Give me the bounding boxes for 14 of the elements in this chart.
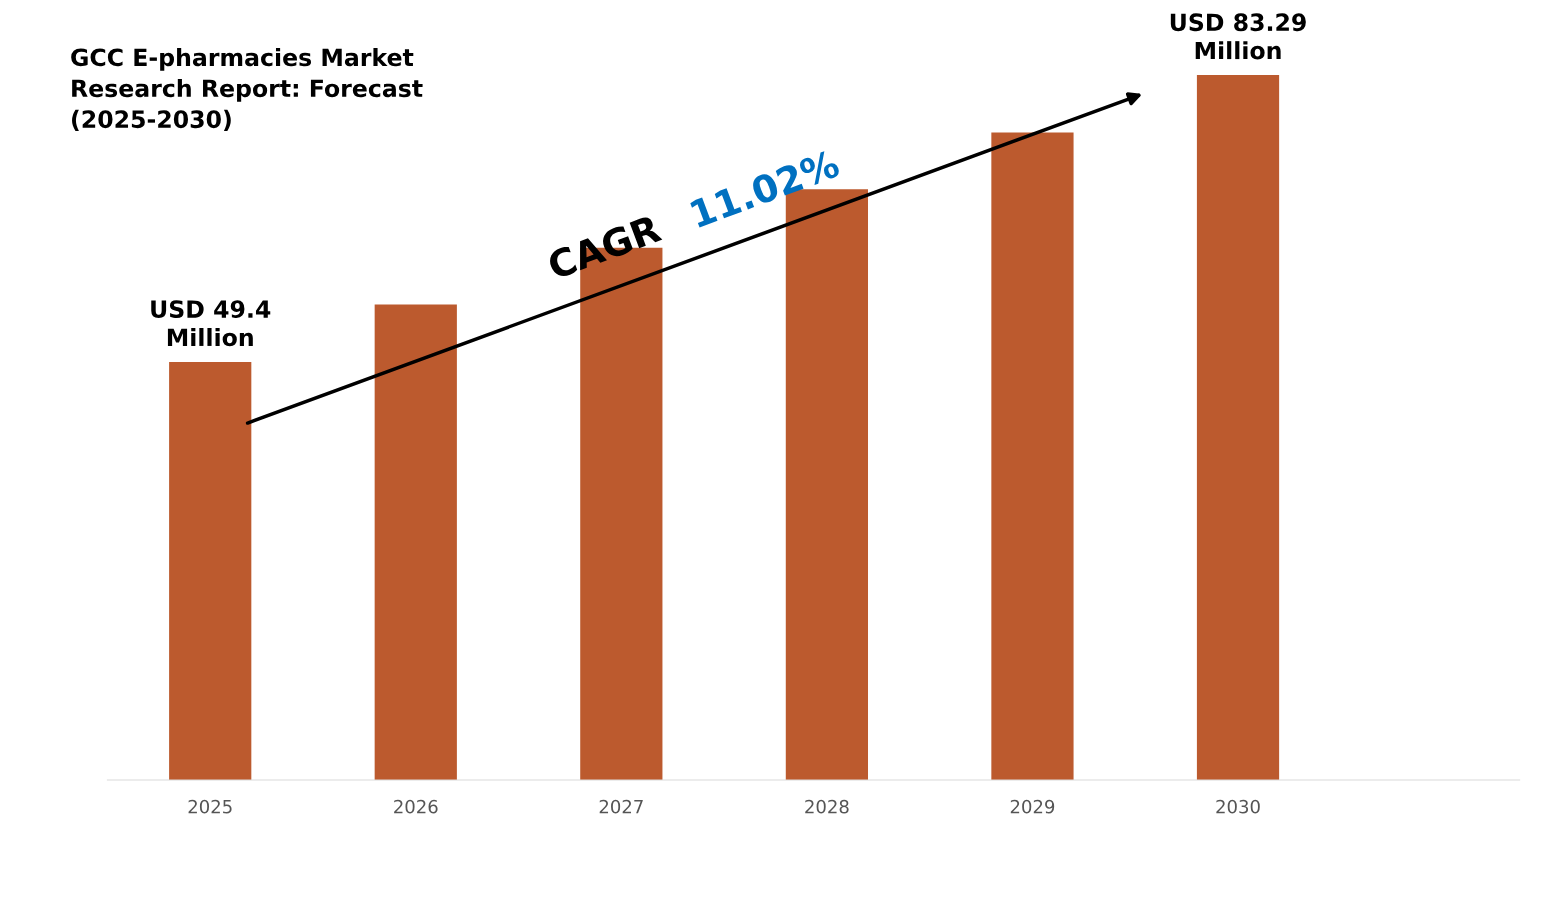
annotation: CAGR <box>546 213 663 280</box>
data-label: USD 49.4 Million <box>151 300 271 347</box>
data-label: USD 83.29 Million <box>1170 13 1306 60</box>
bar <box>1196 75 1280 781</box>
x-tick-label: 2027 <box>599 799 643 814</box>
chart-title: GCC E-pharmacies Market Research Report: Forecast (2025-2030) <box>71 48 423 131</box>
bar <box>374 304 457 781</box>
x-tick-label: 2028 <box>805 799 849 814</box>
x-tick-label: 2029 <box>1010 799 1055 814</box>
x-tick-label: 2025 <box>188 799 232 814</box>
x-tick-label: 2030 <box>1216 799 1260 814</box>
bar <box>991 132 1074 781</box>
bar <box>169 361 252 781</box>
x-tick-label: 2026 <box>394 799 438 814</box>
